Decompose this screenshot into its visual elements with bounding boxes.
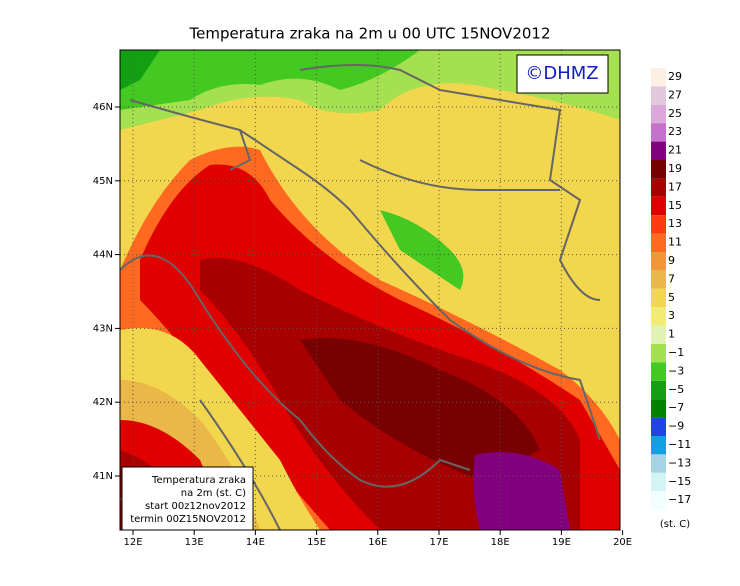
colorbar-swatch <box>651 104 666 124</box>
colorbar-swatch <box>651 454 666 473</box>
colorbar-swatch <box>651 215 666 234</box>
lon-label: 14E <box>246 537 265 548</box>
colorbar-label: 15 <box>668 199 682 212</box>
title: Temperatura zraka na 2m u 00 UTC 15NOV20… <box>188 25 550 43</box>
colorbar-label: −13 <box>668 456 691 469</box>
colorbar-swatch <box>651 307 666 326</box>
colorbar-label: 25 <box>668 107 682 120</box>
colorbar-swatch <box>651 436 666 455</box>
colorbar-label: 29 <box>668 70 682 83</box>
lat-label: 42N <box>93 397 113 408</box>
temperature-field <box>120 50 620 530</box>
lon-label: 17E <box>429 537 448 548</box>
colorbar-label: −7 <box>668 401 684 414</box>
colorbar-swatch <box>651 141 666 160</box>
logo: ©DHMZ <box>525 63 598 84</box>
lon-label: 15E <box>307 537 326 548</box>
colorbar-swatch <box>651 380 666 400</box>
colorbar-unit: (st. C) <box>660 519 690 530</box>
colorbar-swatch <box>651 123 666 142</box>
graticule: 46N 45N 44N 43N 42N 41N 12E 13E 14E 15E 16E 17E 18E 1… <box>93 50 632 548</box>
colorbar-label: 9 <box>668 254 675 267</box>
colorbar-swatch <box>651 472 666 492</box>
colorbar-swatch <box>651 270 666 289</box>
colorbar-swatch <box>651 362 666 381</box>
colorbar-swatch <box>651 233 666 252</box>
colorbar-label: −11 <box>668 438 691 451</box>
colorbar-swatch <box>651 417 666 436</box>
colorbar-label: −9 <box>668 420 684 433</box>
colorbar-swatch <box>651 160 666 179</box>
colorbar-swatch <box>651 399 666 418</box>
lon-label: 18E <box>491 537 510 548</box>
colorbar-label: 5 <box>668 291 675 304</box>
info-box <box>121 466 254 531</box>
colorbar-label: −15 <box>668 475 691 488</box>
info-line: na 2m (st. C) <box>181 488 246 499</box>
lon-label: 13E <box>185 537 204 548</box>
lat-label: 45N <box>93 176 113 187</box>
lat-label: 46N <box>93 102 113 113</box>
colorbar-label: 19 <box>668 162 682 175</box>
colorbar-swatch <box>651 86 666 105</box>
colorbar-label: −1 <box>668 346 684 359</box>
colorbar-label: 21 <box>668 144 682 157</box>
colorbar-label: 13 <box>668 217 682 230</box>
colorbar-swatch <box>651 344 666 363</box>
colorbar-swatch <box>651 288 666 308</box>
colorbar-label: −5 <box>668 383 684 396</box>
lon-label: 16E <box>368 537 387 548</box>
lon-label: 19E <box>552 537 571 548</box>
lat-label: 43N <box>93 323 113 334</box>
lat-label: 44N <box>93 250 113 261</box>
colorbar-label: 23 <box>668 125 682 138</box>
colorbar-label: −3 <box>668 364 684 377</box>
colorbar-label: 17 <box>668 180 682 193</box>
colorbar-label: 7 <box>668 272 675 285</box>
colorbar-swatch <box>651 178 666 197</box>
colorbar-label: 27 <box>668 88 682 101</box>
info-line: start 00z12nov2012 <box>145 501 246 512</box>
colorbar-swatch <box>651 252 666 271</box>
colorbar-swatch <box>651 196 666 216</box>
info-line: termin 00Z15NOV2012 <box>130 514 246 525</box>
map-frame <box>119 49 621 531</box>
colorbar-label: 11 <box>668 236 682 249</box>
colorbar-swatch <box>651 491 666 510</box>
lat-label: 41N <box>93 471 113 482</box>
lon-label: 20E <box>613 537 632 548</box>
logo-box <box>516 54 609 94</box>
lon-label: 12E <box>123 537 142 548</box>
info-line: Temperatura zraka <box>151 475 246 486</box>
info-text: Temperatura zraka na 2m (st. C) start 00z1… <box>130 475 246 525</box>
colorbar-swatch <box>651 325 666 344</box>
colorbar-swatch <box>651 68 666 87</box>
colorbar-label: 1 <box>668 328 675 341</box>
colorbar: 29 27 25 23 21 19 17 15 13 11 9 7 5 3 1 −1 −3 −5 −7 −9 −11 −1… <box>651 68 691 510</box>
colorbar-label: −17 <box>668 493 691 506</box>
colorbar-label: 3 <box>668 309 675 322</box>
